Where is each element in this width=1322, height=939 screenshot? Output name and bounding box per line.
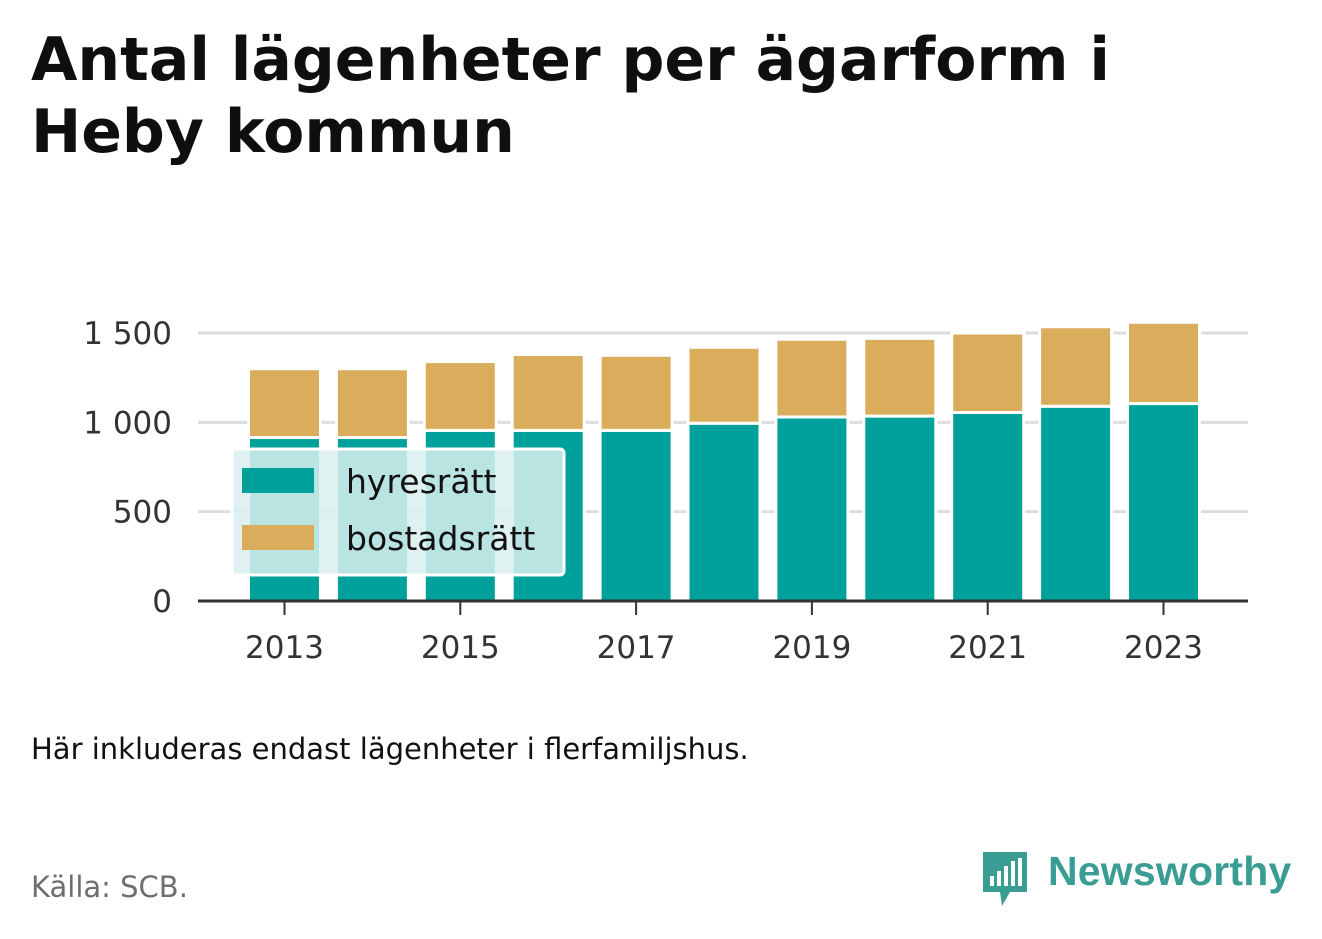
bar-bostadsratt-2021 (950, 331, 1026, 415)
legend-box (230, 447, 566, 577)
bar-hyresratt-2020 (862, 414, 938, 603)
bar-bostadsratt-2015 (422, 360, 498, 432)
newsworthy-logo-icon (983, 852, 1027, 906)
legend-swatch-hyresratt (242, 468, 314, 493)
chart-note: Här inkluderas endast lägenheter i flerf… (31, 732, 749, 766)
legend: hyresrätt bostadsrätt (230, 447, 566, 577)
bar-hyresratt-2018 (686, 421, 762, 603)
x-tick-label: 2023 (1124, 630, 1203, 666)
y-axis-labels: 0 500 1 000 1 500 (83, 316, 172, 620)
x-tick-label: 2019 (772, 630, 851, 666)
y-tick-label: 1 500 (83, 316, 172, 352)
legend-label-hyresratt: hyresrätt (346, 462, 497, 501)
x-tick-label: 2013 (245, 630, 324, 666)
bar-bostadsratt-2013 (247, 367, 322, 440)
bar-hyresratt-2019 (774, 415, 850, 603)
bar-bostadsratt-2017 (598, 353, 674, 432)
x-axis (198, 599, 1248, 615)
x-tick-label: 2015 (421, 630, 500, 666)
bar-bostadsratt-2022 (1038, 325, 1114, 408)
bar-bostadsratt-2020 (862, 336, 938, 418)
legend-label-bostadsratt: bostadsrätt (346, 519, 535, 558)
x-axis-labels: 2013 2015 2017 2019 2021 2023 (245, 630, 1203, 666)
x-tick-label: 2017 (597, 630, 676, 666)
bar-bostadsratt-2016 (510, 352, 586, 432)
chart-title: Antal lägenheter per ägarform i Heby kom… (31, 25, 1110, 167)
bar-bostadsratt-2023 (1126, 320, 1201, 406)
y-tick-label: 0 (152, 584, 172, 620)
bar-bostadsratt-2018 (686, 345, 762, 425)
source-text: Källa: SCB. (31, 870, 188, 904)
bar-hyresratt-2021 (950, 411, 1026, 603)
x-tick-label: 2021 (948, 630, 1027, 666)
legend-swatch-bostadsratt (242, 525, 314, 550)
bar-bostadsratt-2014 (334, 367, 410, 440)
y-tick-label: 500 (113, 495, 172, 531)
bar-hyresratt-2023 (1126, 402, 1201, 603)
bar-hyresratt-2017 (598, 428, 674, 603)
bar-bostadsratt-2019 (774, 337, 850, 419)
brand-name: Newsworthy (1048, 848, 1292, 894)
bar-hyresratt-2022 (1038, 404, 1114, 603)
y-tick-label: 1 000 (83, 405, 172, 441)
